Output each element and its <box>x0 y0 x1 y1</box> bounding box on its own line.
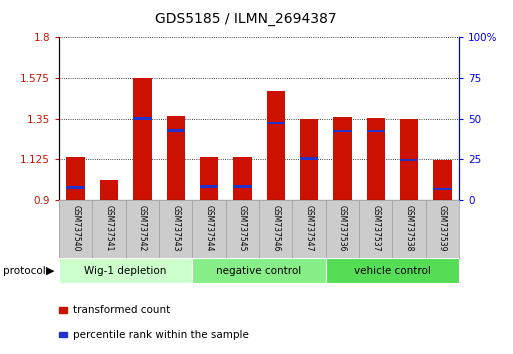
Text: negative control: negative control <box>216 266 302 276</box>
Text: GSM737545: GSM737545 <box>238 205 247 251</box>
Text: GSM737540: GSM737540 <box>71 205 80 251</box>
Text: GSM737539: GSM737539 <box>438 205 447 251</box>
Bar <box>133 118 151 120</box>
Bar <box>233 158 251 200</box>
Bar <box>400 120 418 200</box>
Bar <box>300 119 318 200</box>
Text: vehicle control: vehicle control <box>354 266 431 276</box>
Bar <box>192 258 326 283</box>
Bar <box>133 78 151 200</box>
Bar <box>326 258 459 283</box>
Text: protocol: protocol <box>3 266 45 276</box>
Bar <box>433 188 451 190</box>
Bar <box>59 258 192 283</box>
Bar <box>333 130 351 132</box>
Bar <box>200 185 218 188</box>
Bar <box>233 185 251 188</box>
Bar <box>267 91 285 200</box>
Bar <box>300 157 318 160</box>
Bar <box>367 130 385 132</box>
Bar <box>367 118 385 200</box>
Bar <box>333 117 351 200</box>
Text: GSM737544: GSM737544 <box>205 205 213 251</box>
Bar <box>200 156 218 200</box>
Bar <box>433 160 451 200</box>
Text: GSM737537: GSM737537 <box>371 205 380 251</box>
Text: percentile rank within the sample: percentile rank within the sample <box>73 330 249 339</box>
Text: Wig-1 depletion: Wig-1 depletion <box>85 266 167 276</box>
Bar <box>100 201 118 203</box>
Bar <box>400 159 418 161</box>
Bar <box>167 116 185 200</box>
Text: GSM737543: GSM737543 <box>171 205 180 251</box>
Text: ▶: ▶ <box>46 266 54 276</box>
Bar <box>67 186 85 189</box>
Bar <box>167 129 185 132</box>
Text: transformed count: transformed count <box>73 305 171 315</box>
Bar <box>267 122 285 124</box>
Text: GSM737538: GSM737538 <box>405 205 413 251</box>
Text: GDS5185 / ILMN_2694387: GDS5185 / ILMN_2694387 <box>155 12 337 27</box>
Bar <box>100 180 118 200</box>
Text: GSM737536: GSM737536 <box>338 205 347 251</box>
Text: GSM737541: GSM737541 <box>105 205 113 251</box>
Text: GSM737546: GSM737546 <box>271 205 280 251</box>
Text: GSM737547: GSM737547 <box>305 205 313 251</box>
Text: GSM737542: GSM737542 <box>138 205 147 251</box>
Bar <box>67 156 85 200</box>
